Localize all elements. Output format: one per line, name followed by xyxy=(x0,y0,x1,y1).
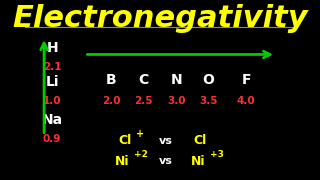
Text: +2: +2 xyxy=(134,150,148,159)
Text: Ni: Ni xyxy=(115,155,130,168)
Text: 2.0: 2.0 xyxy=(102,96,121,106)
Text: 1.0: 1.0 xyxy=(43,96,61,106)
Text: +: + xyxy=(136,129,144,139)
Text: F: F xyxy=(242,73,251,87)
Text: vs: vs xyxy=(158,156,172,166)
Text: O: O xyxy=(203,73,214,87)
Text: Na: Na xyxy=(42,113,63,127)
Text: H: H xyxy=(46,40,58,55)
Text: 0.9: 0.9 xyxy=(43,134,61,144)
Text: Cl: Cl xyxy=(118,134,132,147)
Text: 2.1: 2.1 xyxy=(43,62,61,71)
Text: B: B xyxy=(106,73,117,87)
Text: C: C xyxy=(139,73,149,87)
Text: N: N xyxy=(170,73,182,87)
Text: 2.5: 2.5 xyxy=(135,96,153,106)
Text: Li: Li xyxy=(45,75,59,89)
Text: Electronegativity: Electronegativity xyxy=(12,4,308,33)
Text: 4.0: 4.0 xyxy=(237,96,256,106)
Text: Ni: Ni xyxy=(190,155,205,168)
Text: Cl: Cl xyxy=(194,134,207,147)
Text: 3.5: 3.5 xyxy=(199,96,218,106)
Text: vs: vs xyxy=(158,136,172,146)
Text: 3.0: 3.0 xyxy=(167,96,185,106)
Text: +3: +3 xyxy=(210,150,224,159)
